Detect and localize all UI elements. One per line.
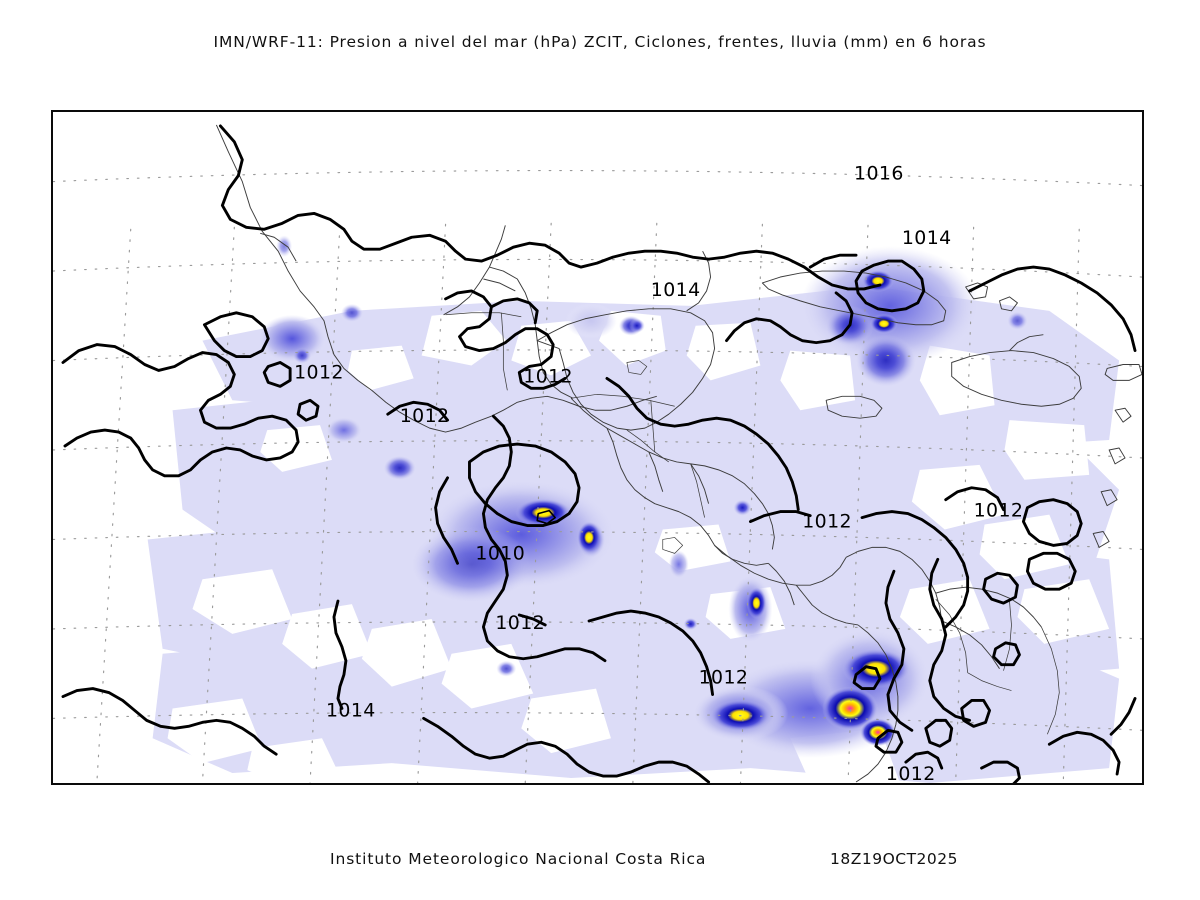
isobar-label: 1016 [854,163,904,185]
coastline-layer [215,124,1142,783]
precip-isolated-cells [276,235,1028,677]
footer-institute-label: Instituto Meteorologico Nacional Costa R… [330,850,707,868]
footer-timestamp-label: 18Z19OCT2025 [830,850,959,868]
map-canvas: 1014 1012 1012 1012 1016 1014 1010 1012 … [53,124,1142,783]
isobar-label: 1012 [699,667,749,689]
isobar-labels-layer: 1014 1012 1012 1012 1016 1014 1010 1012 … [294,163,1023,783]
isobar-label: 1014 [902,227,952,249]
isobar-label: 1012 [495,612,545,634]
isobar-layer [61,124,1137,783]
isobar-label: 1014 [651,279,701,301]
isobar-label: 1012 [974,500,1024,522]
precipitation-shading-layer [147,235,1120,783]
isobar-label: 1012 [294,361,344,383]
isobar-label: 1010 [475,542,525,564]
isobar-label: 1012 [802,511,852,533]
isobar-label: 1012 [523,365,573,387]
page-title: IMN/WRF-11: Presion a nivel del mar (hPa… [213,33,987,51]
isobar-label: 1012 [886,763,936,783]
isobar-label: 1012 [400,405,450,427]
isobar-label: 1014 [326,699,376,721]
map-panel: 1014 1012 1012 1012 1016 1014 1010 1012 … [51,110,1144,785]
